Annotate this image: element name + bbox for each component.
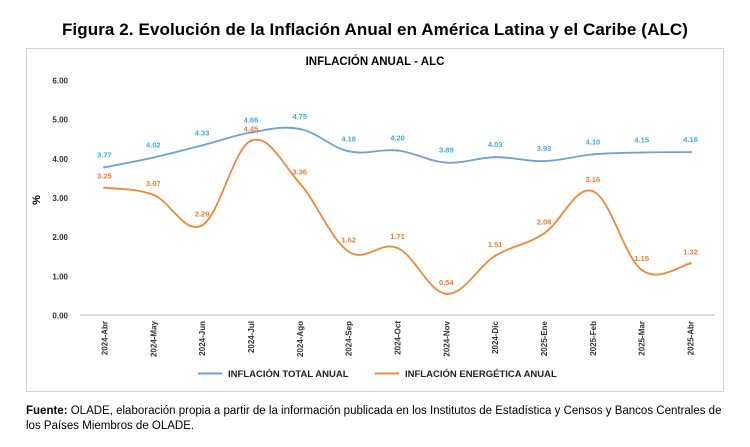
data-label: 1.15 (634, 254, 649, 263)
y-tick-label: 6.00 (52, 77, 68, 86)
data-label: 3.36 (293, 167, 308, 176)
data-point (249, 139, 253, 142)
data-label: 4.66 (244, 115, 259, 124)
data-point (396, 149, 399, 152)
source-text: OLADE, elaboración propia a partir de la… (26, 405, 722, 432)
data-point (445, 292, 448, 296)
data-point (542, 159, 546, 163)
legend-label: INFLACIÓN ENERGÉTICA ANUAL (405, 368, 557, 380)
x-tick-label: 2025-Abr (687, 321, 696, 355)
data-label: 4.16 (683, 135, 698, 144)
data-point (445, 161, 448, 164)
data-label: 4.10 (586, 137, 601, 146)
data-label: 3.07 (146, 179, 161, 188)
data-point (103, 186, 106, 189)
figure-title: Figura 2. Evolución de la Inflación Anua… (61, 20, 689, 39)
x-tick-label: 2025-Ene (540, 320, 549, 356)
chart-frame (26, 48, 724, 392)
data-point (200, 144, 204, 147)
data-label: 4.75 (293, 112, 308, 121)
x-tick-label: 2024-Jul (247, 321, 256, 353)
data-point (347, 250, 350, 253)
x-tick-label: 2025-Mar (638, 321, 647, 356)
data-label: 0.54 (439, 278, 454, 287)
data-label: 4.02 (146, 141, 161, 150)
data-point (103, 166, 106, 169)
data-point (689, 150, 692, 154)
data-label: 1.62 (341, 236, 356, 245)
y-tick-label: 4.00 (52, 155, 68, 164)
x-tick-label: 2024-Dic (491, 320, 500, 353)
data-label: 3.25 (97, 172, 112, 181)
y-tick-label: 3.00 (52, 194, 68, 203)
data-label: 1.71 (390, 232, 405, 241)
data-label: 2.29 (195, 209, 210, 218)
data-point (542, 232, 546, 235)
data-label: 3.16 (586, 175, 601, 184)
data-point (689, 262, 692, 265)
data-point (298, 127, 302, 131)
data-point (152, 193, 155, 196)
data-label: 3.93 (537, 144, 552, 153)
x-tick-label: 2024-May (149, 320, 158, 357)
chart-title: INFLACIÓN ANUAL - ALC (306, 55, 445, 68)
data-label: 3.77 (97, 150, 112, 159)
data-label: 4.33 (195, 128, 210, 137)
source-label: Fuente: (26, 405, 68, 417)
y-tick-label: 5.00 (52, 116, 68, 125)
data-point (640, 151, 643, 154)
data-label: 1.51 (488, 240, 503, 249)
x-tick-label: 2024-Oct (394, 321, 403, 355)
data-point (591, 153, 595, 156)
legend-label: INFLACIÓN TOTAL ANUAL (228, 368, 349, 380)
y-tick-label: 1.00 (52, 272, 68, 281)
x-tick-label: 2024-Ago (296, 321, 305, 357)
x-tick-label: 2025-Feb (589, 321, 598, 356)
data-point (396, 246, 399, 250)
data-point (200, 224, 204, 227)
data-label: 4.18 (341, 134, 356, 143)
series-line-energetica (104, 138, 691, 295)
data-point (347, 150, 350, 153)
data-point (152, 156, 155, 159)
data-label: 4.20 (390, 134, 405, 143)
x-tick-label: 2024-Jun (198, 321, 207, 356)
data-label: 3.89 (439, 146, 454, 155)
data-point (591, 190, 595, 193)
x-tick-label: 2024-Sep (345, 321, 354, 356)
y-tick-label: 0.00 (52, 312, 68, 321)
y-axis-label: % (31, 195, 43, 205)
data-label: 2.08 (537, 218, 552, 227)
data-point (493, 155, 497, 159)
data-label: 1.32 (683, 247, 698, 256)
data-point (249, 131, 253, 134)
data-label: 4.15 (634, 135, 649, 144)
data-point (298, 182, 302, 185)
source-note: Fuente: OLADE, elaboración propia a part… (26, 404, 736, 434)
data-point (640, 268, 643, 272)
data-label: 4.45 (244, 125, 259, 134)
data-point (493, 254, 497, 258)
y-tick-label: 2.00 (52, 233, 68, 242)
x-tick-label: 2024-Abr (100, 321, 109, 355)
data-label: 4.03 (488, 140, 503, 149)
x-tick-label: 2024-Nov (442, 320, 451, 356)
